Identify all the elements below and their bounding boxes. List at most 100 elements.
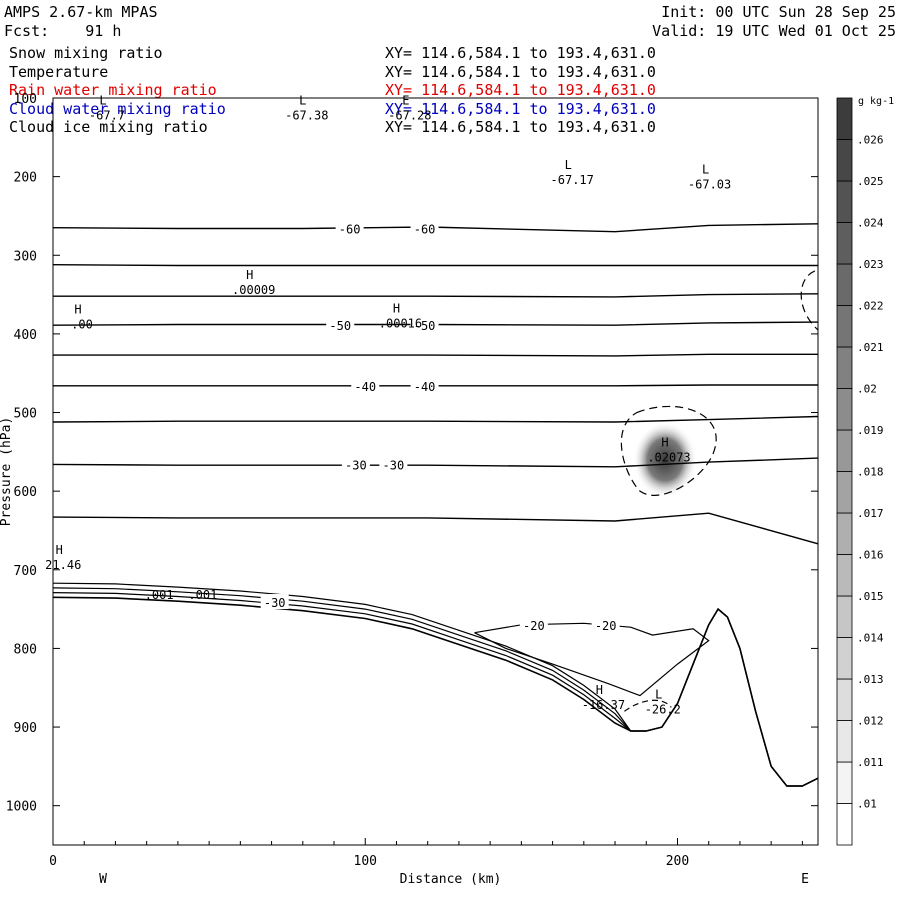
y-tick-label: 100: [14, 92, 37, 107]
colorbar-level-label: .025: [857, 175, 884, 188]
extremum-value: -26.2: [645, 703, 681, 717]
colorbar-swatch: [837, 98, 852, 140]
colorbar-swatch: [837, 555, 852, 597]
west-label: W: [99, 872, 107, 887]
colorbar-level-label: .011: [857, 756, 884, 769]
contour-label: -30: [383, 458, 405, 472]
colorbar-swatch: [837, 804, 852, 846]
colorbar-level-label: .016: [857, 549, 884, 562]
extremum-value: -67.03: [688, 177, 731, 191]
terrain-contour: [53, 597, 818, 786]
colorbar-level-label: .01: [857, 798, 877, 811]
extremum-mark: H: [596, 683, 603, 697]
x-tick-label: 100: [354, 854, 377, 869]
colorbar-level-label: .024: [857, 217, 884, 230]
colorbar-level-label: .023: [857, 258, 884, 271]
contour-label: -30: [345, 458, 367, 472]
terrain-contour: [53, 593, 818, 786]
small-value-label: .001: [188, 588, 217, 602]
contour-label: -20: [523, 619, 545, 633]
extremum-value: .00016: [379, 317, 422, 331]
dashed-mixing-contour: [801, 271, 818, 330]
extremum-mark: L: [565, 158, 572, 172]
isotherm-line: [53, 458, 818, 467]
contour-label: -40: [354, 380, 376, 394]
y-tick-label: 600: [14, 485, 37, 500]
extremum-mark: H: [74, 302, 81, 316]
extremum-value: 21.46: [45, 558, 81, 572]
colorbar-swatch: [837, 679, 852, 721]
colorbar-swatch: [837, 389, 852, 431]
colorbar-level-label: .022: [857, 300, 884, 313]
cold-contour-loop: [475, 623, 709, 695]
colorbar-level-label: .026: [857, 134, 884, 147]
y-tick-label: 1000: [6, 800, 37, 815]
colorbar-swatch: [837, 430, 852, 472]
colorbar-level-label: .02: [857, 383, 877, 396]
extremum-mark: E: [402, 93, 409, 107]
extremum-mark: H: [661, 435, 668, 449]
colorbar-level-label: .014: [857, 632, 884, 645]
isotherm-line: [53, 513, 818, 544]
cross-section-chart: 100 200 300 400 500 600 700 800 900 1000 0 100 200 Di…: [0, 0, 900, 900]
terrain-contour: [53, 583, 818, 786]
isotherm-line: [53, 417, 818, 423]
colorbar-swatch: [837, 638, 852, 680]
extremum-mark: H: [56, 543, 63, 557]
colorbar-unit: g kg-1: [858, 96, 894, 107]
x-tick-label: 200: [666, 854, 689, 869]
contour-label: -20: [595, 619, 617, 633]
extremum-value: -67.7: [89, 108, 125, 122]
colorbar-level-label: .021: [857, 341, 884, 354]
colorbar-swatch: [837, 264, 852, 306]
extremum-mark: H: [393, 302, 400, 316]
colorbar-swatch: [837, 472, 852, 514]
y-tick-label: 300: [14, 249, 37, 264]
colorbar-level-label: .017: [857, 507, 884, 520]
contour-label: -60: [339, 223, 361, 237]
y-tick-label: 900: [14, 721, 37, 736]
isotherm-line: [53, 265, 818, 266]
x-tick-label: 0: [49, 854, 57, 869]
extremum-value: .02073: [647, 450, 690, 464]
y-tick-label: 700: [14, 564, 37, 579]
extremum-mark: H: [246, 268, 253, 282]
y-axis-label: Pressure (hPa): [0, 417, 14, 527]
colorbar-level-label: .019: [857, 424, 884, 437]
colorbar-swatch: [837, 721, 852, 763]
y-tick-label: 500: [14, 407, 37, 422]
extremum-value: -67.38: [285, 108, 328, 122]
colorbar-level-label: .015: [857, 590, 884, 603]
extremum-mark: L: [655, 688, 662, 702]
extremum-mark: L: [299, 93, 306, 107]
colorbar-swatch: [837, 513, 852, 555]
x-axis-label: Distance (km): [400, 872, 502, 887]
colorbar-level-label: .018: [857, 466, 884, 479]
extremum-value: .00009: [232, 283, 275, 297]
y-tick-label: 400: [14, 328, 37, 343]
extremum-value: -16.37: [582, 698, 625, 712]
extremum-value: .00: [71, 317, 93, 331]
contour-label: -40: [414, 380, 436, 394]
plot-frame: [53, 98, 818, 845]
colorbar-level-label: .012: [857, 715, 884, 728]
small-value-label: .001: [145, 588, 174, 602]
colorbar-swatch: [837, 762, 852, 804]
y-tick-label: 800: [14, 642, 37, 657]
extremum-mark: L: [702, 162, 709, 176]
contour-label: -50: [329, 319, 351, 333]
colorbar-swatch: [837, 140, 852, 182]
colorbar-swatch: [837, 306, 852, 348]
east-label: E: [801, 872, 809, 887]
y-tick-label: 200: [14, 171, 37, 186]
contour-label: -60: [414, 223, 436, 237]
isotherm-line: [53, 294, 818, 297]
colorbar-swatch: [837, 181, 852, 223]
extremum-value: -67.17: [551, 173, 594, 187]
isotherm-line: [53, 354, 818, 356]
extremum-mark: L: [99, 93, 106, 107]
colorbar-swatch: [837, 596, 852, 638]
terrain-contour: [53, 588, 818, 786]
colorbar-swatch: [837, 223, 852, 265]
extremum-value: -67.28: [388, 108, 431, 122]
